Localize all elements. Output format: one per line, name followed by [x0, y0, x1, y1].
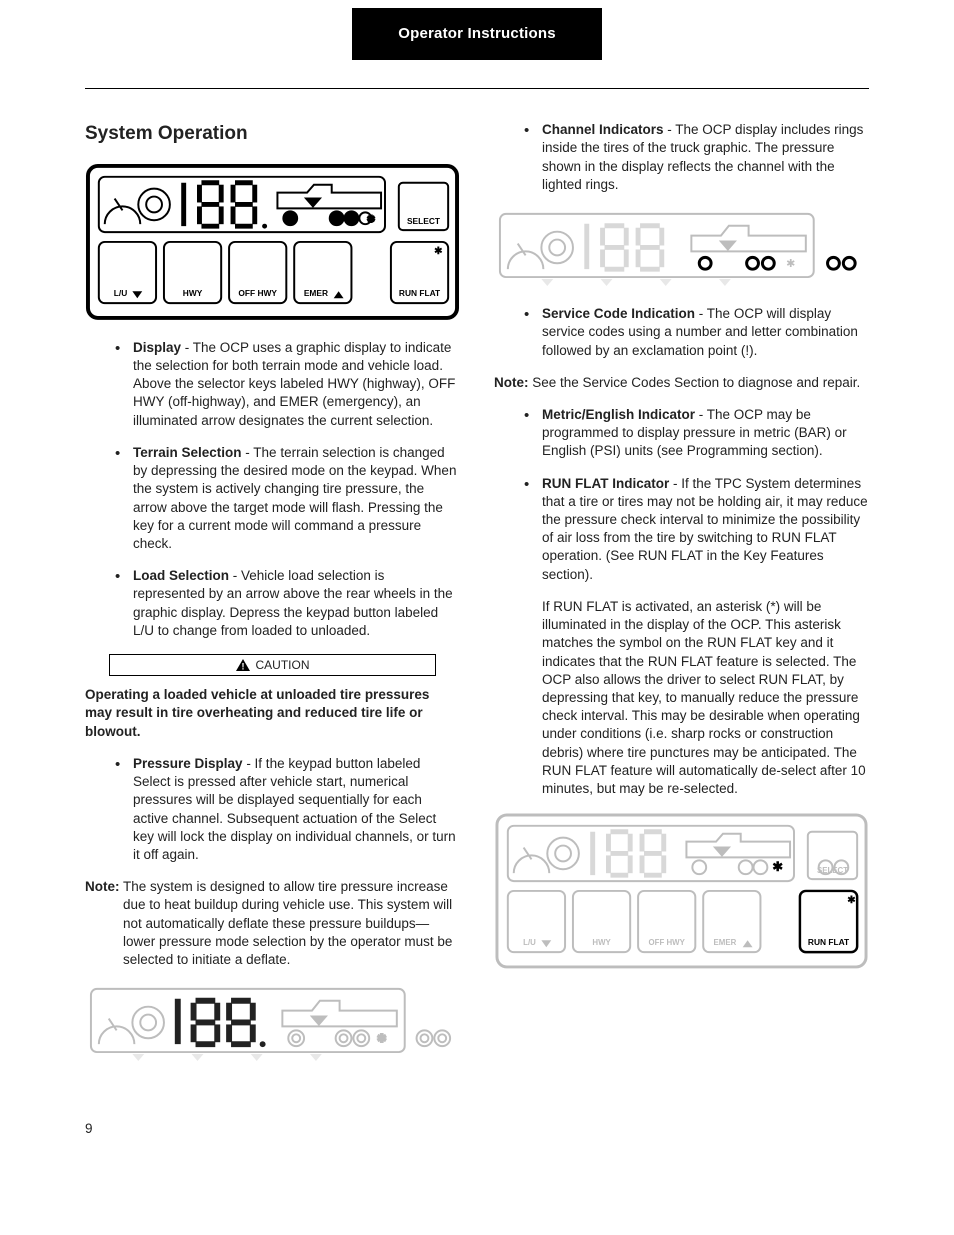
svg-text:✱: ✱ [786, 258, 795, 270]
caution-icon: ! [236, 659, 250, 671]
bullet-load: Load Selection - Vehicle load selection … [133, 567, 460, 640]
text-runflat: - If the TPC System determines that a ti… [542, 476, 868, 582]
ocp-display-pressure: ✱ [85, 983, 460, 1062]
left-column: System Operation [85, 121, 460, 1080]
bullet-channel: Channel Indicators - The OCP display inc… [542, 121, 869, 194]
bullet-runflat: RUN FLAT Indicator - If the TPC System d… [542, 475, 869, 799]
ocp-panel-main: ✱ SELECT L/U HWY OFF HWY EMER [85, 163, 460, 321]
text-terrain: - The terrain selection is changed by de… [133, 445, 456, 551]
svg-text:L/U: L/U [523, 939, 536, 948]
ocp-display-channel: ✱ [494, 208, 869, 287]
svg-text:HWY: HWY [183, 288, 203, 298]
caution-bar: ! CAUTION [109, 654, 436, 676]
note-1: Note: The system is designed to allow ti… [85, 878, 460, 969]
term-runflat: RUN FLAT Indicator [542, 476, 669, 491]
section-title: System Operation [85, 121, 460, 147]
bullet-pressure: Pressure Display - If the keypad button … [133, 755, 460, 864]
header-band: Operator Instructions [352, 8, 602, 60]
bullet-metric: Metric/English Indicator - The OCP may b… [542, 406, 869, 461]
page-number: 9 [0, 1080, 954, 1138]
svg-text:L/U: L/U [114, 288, 128, 298]
bullet-terrain: Terrain Selection - The terrain selectio… [133, 444, 460, 553]
term-terrain: Terrain Selection [133, 445, 242, 460]
svg-text:RUN FLAT: RUN FLAT [399, 288, 441, 298]
header-title: Operator Instructions [398, 25, 556, 42]
note-1-text: The system is designed to allow tire pre… [120, 879, 453, 967]
term-display: Display [133, 340, 181, 355]
term-metric: Metric/English Indicator [542, 407, 695, 422]
select-label: SELECT [407, 216, 441, 226]
svg-text:HWY: HWY [592, 939, 611, 948]
svg-text:✱: ✱ [367, 214, 374, 224]
svg-text:RUN FLAT: RUN FLAT [808, 938, 850, 948]
term-channel: Channel Indicators [542, 122, 664, 137]
term-load: Load Selection [133, 568, 229, 583]
note-2-text: See the Service Codes Section to diagnos… [529, 375, 861, 390]
svg-text:OFF HWY: OFF HWY [238, 288, 277, 298]
note-2: Note: See the Service Codes Section to d… [494, 374, 869, 392]
term-pressure: Pressure Display [133, 756, 243, 771]
divider-line [85, 88, 869, 89]
svg-text:✱: ✱ [434, 246, 443, 257]
caution-label: CAUTION [256, 657, 310, 673]
svg-text:EMER: EMER [304, 288, 328, 298]
runflat-para2: If RUN FLAT is activated, an asterisk (*… [542, 598, 869, 798]
svg-text:EMER: EMER [714, 939, 737, 948]
svg-text:✱: ✱ [377, 1034, 386, 1046]
bullet-display: Display - The OCP uses a graphic display… [133, 339, 460, 430]
svg-text:!: ! [241, 662, 244, 672]
right-column: Channel Indicators - The OCP display inc… [494, 121, 869, 1080]
svg-text:OFF HWY: OFF HWY [649, 939, 686, 948]
ocp-panel-runflat: ✱ SELECT L/U HWY OFF HWY EMER [494, 812, 869, 970]
text-pressure: - If the keypad button labeled Select is… [133, 756, 456, 862]
svg-text:SELECT: SELECT [817, 866, 848, 875]
svg-text:✱: ✱ [772, 860, 783, 875]
bullet-service: Service Code Indication - The OCP will d… [542, 305, 869, 360]
text-display: - The OCP uses a graphic display to indi… [133, 340, 455, 428]
term-service: Service Code Indication [542, 306, 695, 321]
note-2-label: Note: [494, 375, 529, 390]
caution-text: Operating a loaded vehicle at unloaded t… [85, 686, 460, 741]
svg-text:✱: ✱ [847, 895, 856, 906]
note-1-label: Note: [85, 879, 120, 894]
